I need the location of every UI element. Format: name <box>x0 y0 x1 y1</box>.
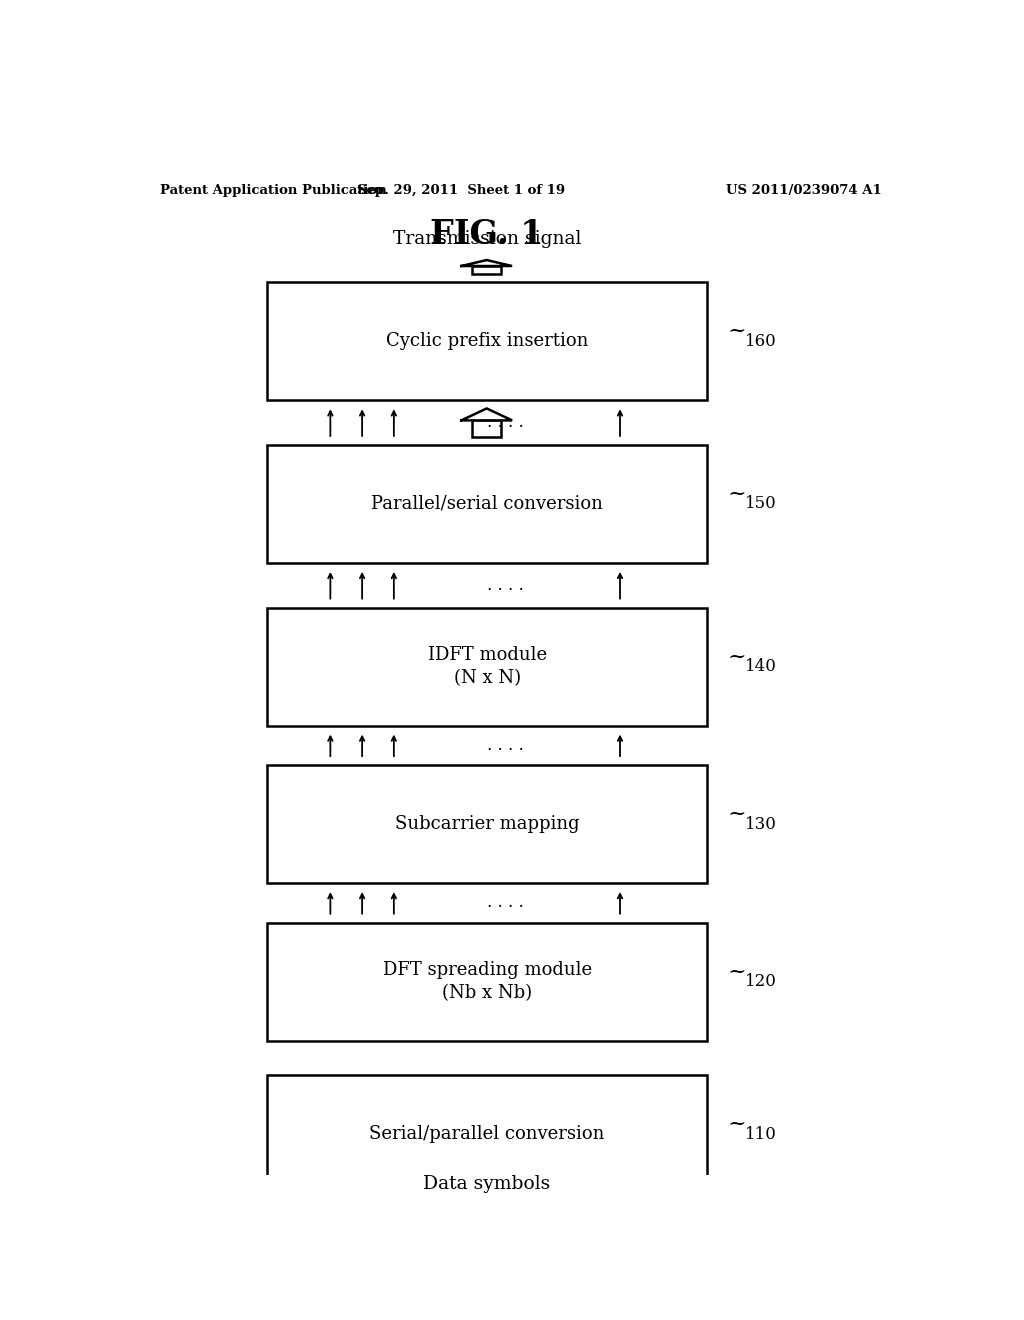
Text: ~: ~ <box>727 483 745 504</box>
Bar <box>267 607 708 726</box>
Text: DFT spreading module
(Nb x Nb): DFT spreading module (Nb x Nb) <box>383 961 592 1002</box>
Text: Patent Application Publication: Patent Application Publication <box>160 185 386 198</box>
Text: Subcarrier mapping: Subcarrier mapping <box>395 816 580 833</box>
Text: ~: ~ <box>727 803 745 825</box>
Text: Data symbols: Data symbols <box>423 1175 550 1193</box>
Polygon shape <box>462 260 512 267</box>
Text: . . . .: . . . . <box>486 414 523 432</box>
Text: 110: 110 <box>745 1126 777 1143</box>
Text: US 2011/0239074 A1: US 2011/0239074 A1 <box>726 185 882 198</box>
Text: FIG. 1: FIG. 1 <box>430 218 544 251</box>
Bar <box>472 1170 501 1188</box>
Text: ~: ~ <box>727 645 745 668</box>
Text: ~: ~ <box>727 961 745 982</box>
Bar <box>472 267 501 275</box>
Polygon shape <box>462 1188 512 1201</box>
Text: Cyclic prefix insertion: Cyclic prefix insertion <box>386 333 589 350</box>
Bar <box>267 1076 708 1193</box>
Text: Transmission signal: Transmission signal <box>392 230 581 248</box>
Text: Parallel/serial conversion: Parallel/serial conversion <box>371 495 603 513</box>
Bar <box>267 282 708 400</box>
Text: . . . .: . . . . <box>486 737 523 754</box>
Bar <box>267 923 708 1040</box>
Text: Sep. 29, 2011  Sheet 1 of 19: Sep. 29, 2011 Sheet 1 of 19 <box>357 185 565 198</box>
Text: IDFT module
(N x N): IDFT module (N x N) <box>428 645 547 688</box>
Bar <box>472 420 501 437</box>
Text: 140: 140 <box>745 659 777 675</box>
Text: 120: 120 <box>745 973 777 990</box>
Text: ~: ~ <box>727 321 745 342</box>
Polygon shape <box>462 408 512 420</box>
Text: . . . .: . . . . <box>486 577 523 594</box>
Text: . . . .: . . . . <box>486 895 523 911</box>
Text: ~: ~ <box>727 1113 745 1135</box>
Bar <box>267 445 708 562</box>
Text: 130: 130 <box>745 816 777 833</box>
Text: 150: 150 <box>745 495 777 512</box>
Text: 160: 160 <box>745 333 777 350</box>
Text: Serial/parallel conversion: Serial/parallel conversion <box>370 1125 605 1143</box>
Bar <box>267 766 708 883</box>
